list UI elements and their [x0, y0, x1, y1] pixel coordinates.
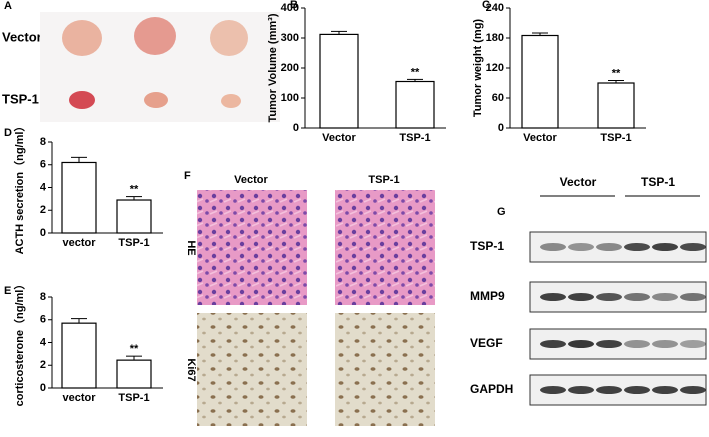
group-label: TSP-1: [641, 175, 675, 189]
band: [624, 386, 650, 394]
x-tick-label: Vector: [523, 132, 557, 144]
y-tick-label: 240: [486, 2, 504, 14]
band: [540, 340, 566, 348]
y-tick-label: 0: [40, 382, 46, 394]
band: [568, 340, 594, 348]
y-tick-label: 4: [40, 181, 47, 193]
tumor-photos: [40, 12, 280, 122]
y-tick-label: 180: [486, 32, 504, 44]
he-image: [197, 190, 307, 305]
x-tick-label: vector: [62, 237, 96, 249]
y-tick-label: 0: [498, 122, 504, 134]
panel-label: F: [184, 170, 191, 182]
band: [680, 340, 706, 348]
x-tick-label: TSP-1: [118, 392, 149, 404]
band: [652, 243, 678, 251]
y-tick-label: 8: [40, 291, 46, 303]
band: [680, 386, 706, 394]
y-tick-label: 2: [40, 204, 46, 216]
band: [652, 386, 678, 394]
band: [540, 293, 566, 301]
y-axis-label: Tumor weight (mg): [472, 19, 484, 118]
band: [624, 243, 650, 251]
band: [568, 386, 594, 394]
panel-label: C: [482, 0, 490, 11]
y-tick-label: 6: [40, 159, 46, 171]
y-tick-label: 120: [486, 62, 504, 74]
y-axis-label: Tumor Volume (mm³): [267, 13, 279, 122]
bar: [61, 322, 97, 389]
bar: [597, 82, 635, 129]
x-tick-label: TSP-1: [118, 237, 149, 249]
bar: [319, 33, 359, 129]
row-label: GAPDH: [470, 382, 513, 396]
significance: **: [612, 67, 621, 79]
bar: [395, 80, 435, 129]
row-label: Vector: [2, 29, 42, 44]
y-tick-label: 4: [40, 336, 47, 348]
y-tick-label: 0: [293, 122, 299, 134]
y-axis-label: corticosterone（ng/ml）: [13, 279, 26, 407]
y-tick-label: 400: [281, 2, 299, 14]
band: [680, 293, 706, 301]
bar: [116, 199, 152, 234]
group-label: Vector: [560, 175, 597, 189]
significance: **: [411, 66, 420, 78]
row-label: TSP-1: [470, 239, 504, 253]
column-label: TSP-1: [368, 174, 399, 186]
ki67-image: [197, 313, 307, 426]
band: [568, 293, 594, 301]
band: [624, 293, 650, 301]
row-label: MMP9: [470, 289, 505, 303]
band: [596, 386, 622, 394]
he-image: [335, 190, 435, 305]
panel-label: A: [4, 0, 12, 12]
band: [596, 340, 622, 348]
row-label: HE: [185, 240, 197, 255]
panel-label: E: [4, 285, 11, 297]
panel-label: G: [497, 206, 506, 218]
bar: [521, 34, 559, 129]
row-label: TSP-1: [2, 91, 39, 106]
band: [680, 243, 706, 251]
band: [596, 243, 622, 251]
band: [540, 386, 566, 394]
y-tick-label: 200: [281, 62, 299, 74]
band: [652, 340, 678, 348]
x-tick-label: vector: [62, 392, 96, 404]
y-tick-label: 6: [40, 314, 46, 326]
ki67-image: [335, 313, 435, 426]
band: [568, 243, 594, 251]
y-tick-label: 0: [40, 227, 46, 239]
band: [540, 243, 566, 251]
row-label: Ki67: [185, 358, 197, 381]
y-tick-label: 60: [492, 92, 504, 104]
bar: [116, 359, 152, 389]
panel-label: B: [290, 0, 298, 11]
significance: **: [130, 343, 139, 355]
y-axis-label: ACTH secretion（ng/ml）: [13, 121, 26, 255]
band: [624, 340, 650, 348]
significance: **: [130, 184, 139, 196]
bar: [61, 161, 97, 234]
panel-label: D: [4, 127, 12, 139]
x-tick-label: TSP-1: [399, 132, 430, 144]
y-tick-label: 8: [40, 136, 46, 148]
y-tick-label: 300: [281, 32, 299, 44]
column-label: Vector: [234, 174, 268, 186]
y-tick-label: 2: [40, 359, 46, 371]
x-tick-label: Vector: [322, 132, 356, 144]
x-tick-label: TSP-1: [600, 132, 631, 144]
band: [596, 293, 622, 301]
y-tick-label: 100: [281, 92, 299, 104]
band: [652, 293, 678, 301]
row-label: VEGF: [470, 336, 503, 350]
